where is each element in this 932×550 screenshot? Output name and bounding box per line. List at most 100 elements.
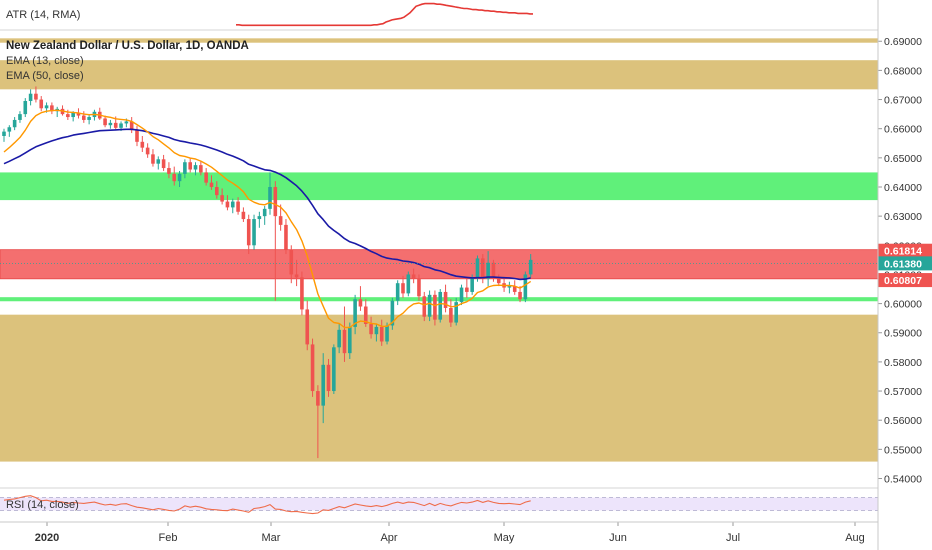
candle-body[interactable] bbox=[172, 173, 177, 182]
candle-body[interactable] bbox=[151, 154, 155, 164]
candle-body[interactable] bbox=[411, 274, 416, 279]
candle-body[interactable] bbox=[358, 299, 363, 307]
candle-body[interactable] bbox=[300, 277, 304, 310]
candle-body[interactable] bbox=[528, 259, 533, 275]
candle-body[interactable] bbox=[225, 201, 230, 208]
candle-body[interactable] bbox=[161, 159, 166, 169]
candles-layer[interactable] bbox=[2, 86, 533, 459]
candle-body[interactable] bbox=[422, 296, 427, 317]
candle-body[interactable] bbox=[406, 274, 411, 294]
rsi-title[interactable]: RSI (14, close) bbox=[6, 499, 79, 511]
candle-body[interactable] bbox=[119, 123, 123, 128]
candle-body[interactable] bbox=[140, 141, 145, 148]
candle-body[interactable] bbox=[518, 291, 522, 300]
candle-body[interactable] bbox=[7, 127, 12, 132]
zone-red-3[interactable] bbox=[0, 249, 879, 280]
candle-body[interactable] bbox=[215, 186, 219, 196]
candle-body[interactable] bbox=[183, 162, 187, 174]
candle-body[interactable] bbox=[465, 287, 469, 292]
candle-body[interactable] bbox=[124, 121, 129, 124]
candle-body[interactable] bbox=[241, 211, 246, 220]
candle-body[interactable] bbox=[66, 114, 70, 118]
candle-body[interactable] bbox=[177, 173, 182, 182]
candle-body[interactable] bbox=[321, 364, 325, 406]
candle-body[interactable] bbox=[87, 117, 91, 120]
candle-body[interactable] bbox=[332, 347, 336, 392]
candle-body[interactable] bbox=[284, 224, 288, 250]
candle-body[interactable] bbox=[156, 159, 161, 164]
candle-body[interactable] bbox=[326, 364, 331, 392]
candle-body[interactable] bbox=[507, 286, 512, 288]
candle-body[interactable] bbox=[401, 283, 405, 294]
candle-body[interactable] bbox=[374, 326, 379, 335]
candle-body[interactable] bbox=[34, 93, 38, 100]
candle-body[interactable] bbox=[135, 130, 139, 142]
candle-body[interactable] bbox=[76, 112, 81, 116]
candle-body[interactable] bbox=[108, 122, 113, 126]
ema50-legend[interactable]: EMA (50, close) bbox=[6, 70, 84, 82]
candle-body[interactable] bbox=[236, 201, 240, 212]
candle-body[interactable] bbox=[113, 122, 118, 128]
candle-body[interactable] bbox=[305, 309, 310, 345]
candle-body[interactable] bbox=[433, 294, 437, 320]
candle-body[interactable] bbox=[369, 324, 373, 335]
candle-body[interactable] bbox=[193, 165, 198, 170]
candle-body[interactable] bbox=[199, 165, 203, 173]
candle-body[interactable] bbox=[188, 162, 192, 170]
candle-body[interactable] bbox=[129, 121, 134, 131]
candle-body[interactable] bbox=[496, 277, 501, 284]
candle-body[interactable] bbox=[337, 329, 341, 348]
candle-body[interactable] bbox=[316, 391, 320, 406]
candle-body[interactable] bbox=[82, 115, 86, 120]
candle-body[interactable] bbox=[18, 114, 22, 120]
candle-body[interactable] bbox=[273, 186, 278, 217]
candle-body[interactable] bbox=[475, 258, 480, 278]
candle-body[interactable] bbox=[395, 283, 400, 301]
candle-body[interactable] bbox=[71, 112, 75, 118]
candle-body[interactable] bbox=[12, 119, 17, 128]
candle-body[interactable] bbox=[50, 105, 54, 112]
candle-body[interactable] bbox=[39, 99, 44, 109]
candle-body[interactable] bbox=[262, 208, 267, 217]
candle-body[interactable] bbox=[252, 219, 256, 246]
candle-body[interactable] bbox=[491, 262, 496, 278]
candle-body[interactable] bbox=[486, 262, 490, 279]
candle-body[interactable] bbox=[342, 329, 347, 354]
candle-body[interactable] bbox=[220, 195, 224, 202]
candle-body[interactable] bbox=[512, 286, 517, 292]
candle-body[interactable] bbox=[454, 302, 458, 323]
candle-body[interactable] bbox=[310, 344, 315, 392]
candle-body[interactable] bbox=[363, 306, 368, 324]
candle-body[interactable] bbox=[449, 307, 453, 323]
candle-body[interactable] bbox=[443, 291, 448, 308]
candle-body[interactable] bbox=[379, 326, 384, 342]
candle-body[interactable] bbox=[23, 101, 28, 115]
zone-sand-5[interactable] bbox=[0, 314, 878, 462]
candle-body[interactable] bbox=[481, 258, 485, 279]
main-title[interactable]: New Zealand Dollar / U.S. Dollar, 1D, OA… bbox=[6, 40, 249, 52]
candle-body[interactable] bbox=[209, 182, 214, 187]
candle-body[interactable] bbox=[385, 325, 389, 342]
atr-title[interactable]: ATR (14, RMA) bbox=[6, 9, 80, 21]
candle-body[interactable] bbox=[294, 274, 299, 278]
candle-body[interactable] bbox=[246, 219, 251, 246]
candle-body[interactable] bbox=[257, 216, 262, 220]
candle-body[interactable] bbox=[230, 201, 235, 208]
candle-body[interactable] bbox=[167, 168, 171, 174]
candle-body[interactable] bbox=[289, 249, 294, 275]
candle-body[interactable] bbox=[145, 147, 150, 155]
zone-sand-1[interactable] bbox=[0, 60, 878, 90]
zone-green-2[interactable] bbox=[0, 172, 878, 201]
ema13-legend[interactable]: EMA (13, close) bbox=[6, 55, 84, 67]
candle-body[interactable] bbox=[523, 274, 528, 300]
candle-body[interactable] bbox=[390, 300, 395, 326]
candle-body[interactable] bbox=[353, 299, 357, 327]
zone-sand-0[interactable] bbox=[0, 38, 878, 43]
candle-body[interactable] bbox=[278, 216, 283, 225]
candle-body[interactable] bbox=[438, 291, 443, 320]
candle-body[interactable] bbox=[348, 326, 352, 354]
candle-body[interactable] bbox=[28, 93, 33, 102]
candle-body[interactable] bbox=[103, 118, 107, 126]
candle-body[interactable] bbox=[44, 105, 49, 109]
candle-body[interactable] bbox=[470, 277, 474, 292]
